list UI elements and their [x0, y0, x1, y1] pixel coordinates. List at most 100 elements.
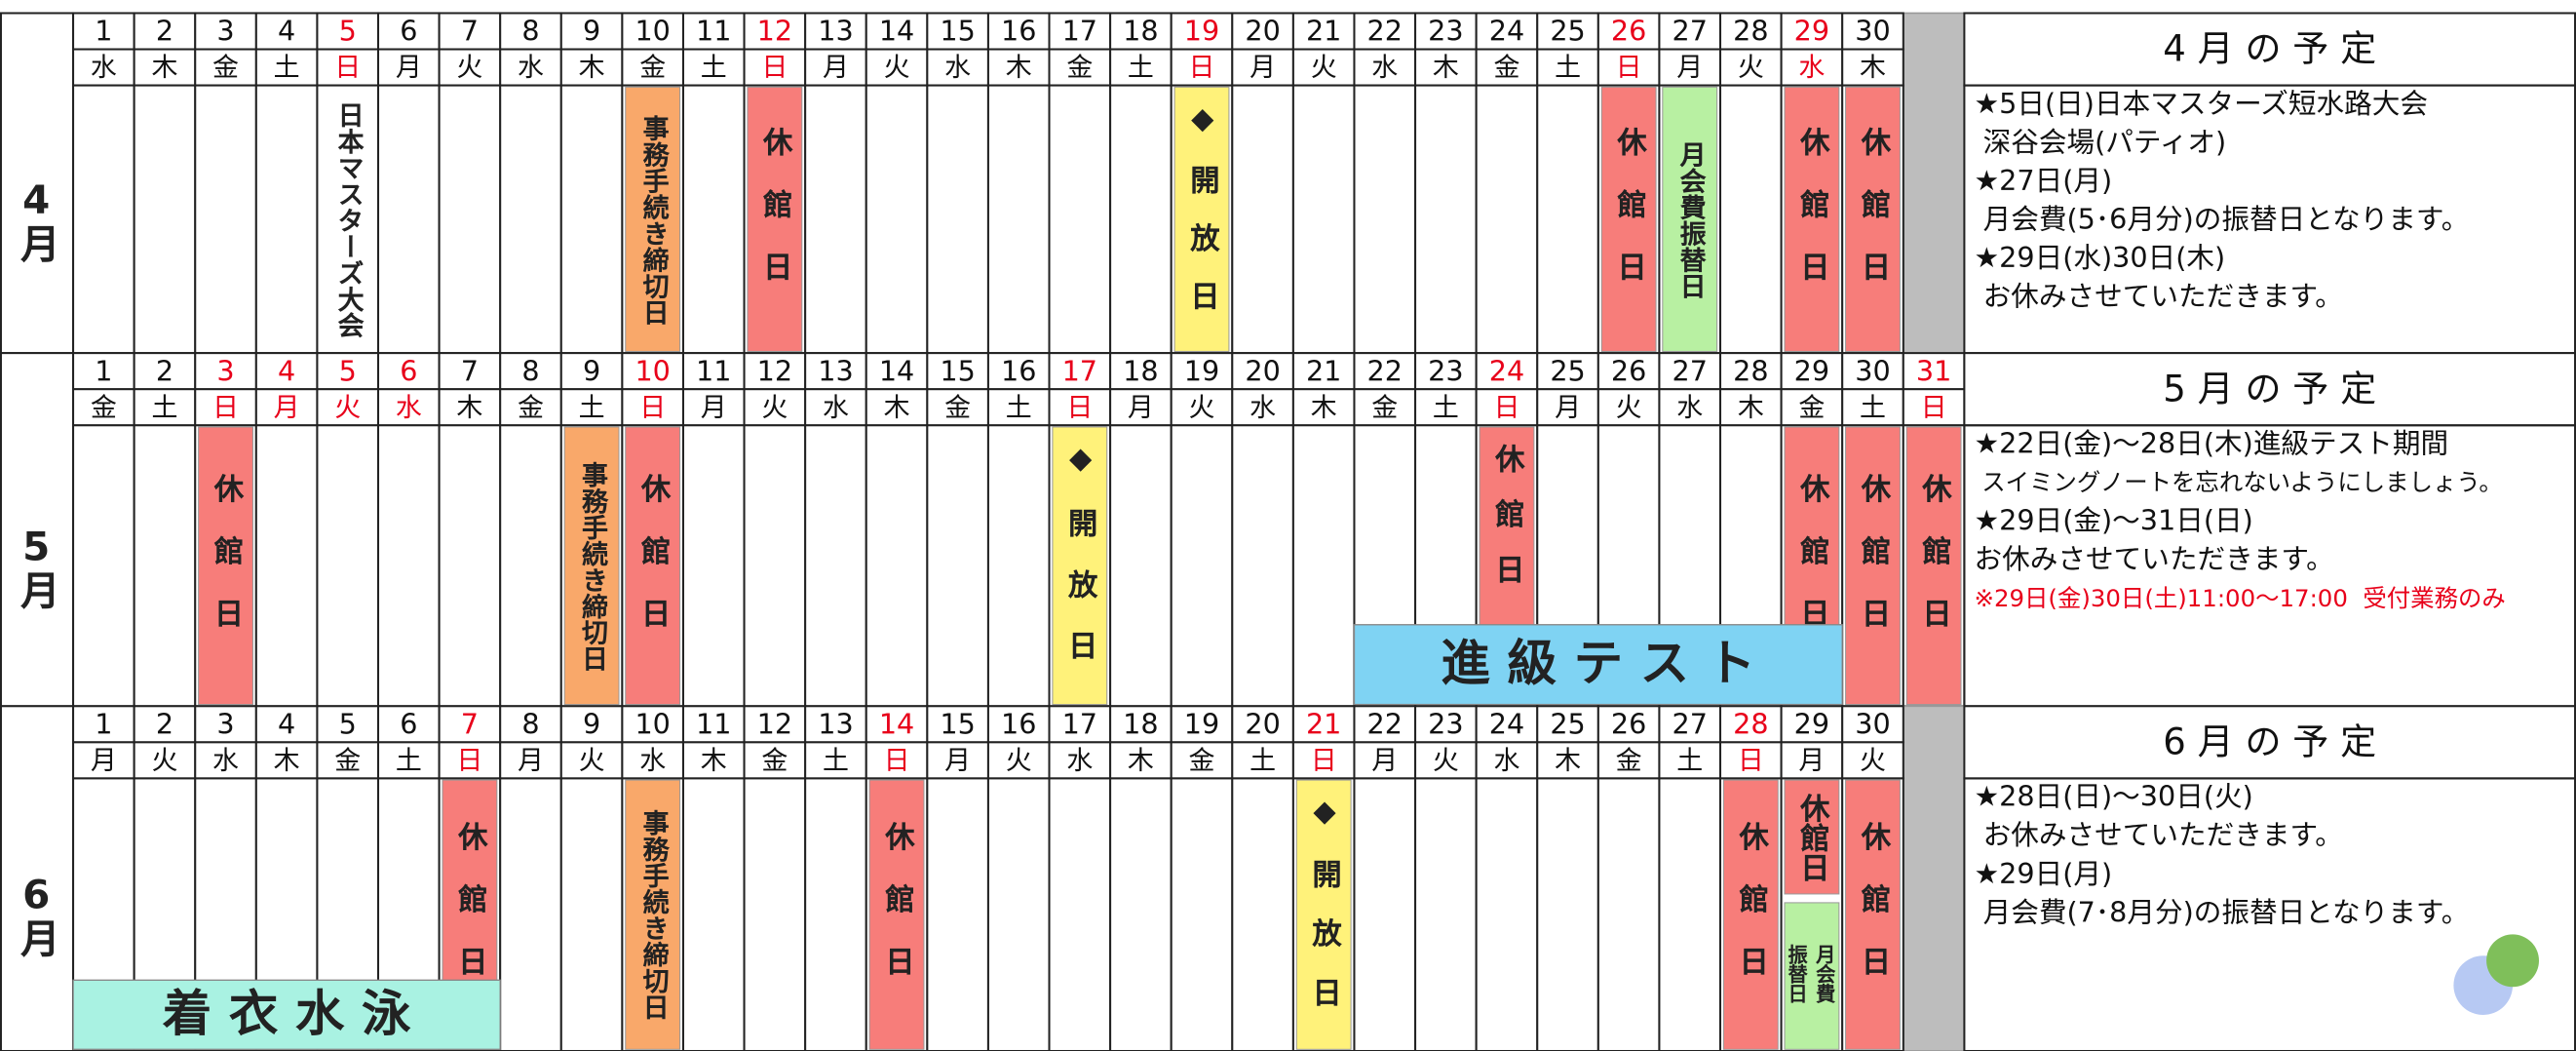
- day-body-cell: [377, 424, 441, 708]
- weekday: 木: [456, 393, 482, 423]
- month-label-cell: [0, 352, 75, 708]
- date-number: 9: [583, 15, 600, 48]
- date-cell: [1353, 12, 1417, 51]
- weekday: 水: [1066, 746, 1093, 776]
- date-number: 24: [1489, 354, 1524, 387]
- vertical-text-box: 4月: [14, 176, 59, 262]
- day-body-cell: [986, 777, 1051, 1051]
- weekday: 金: [1798, 393, 1825, 423]
- date-number: 4: [278, 354, 295, 387]
- date-number: 8: [521, 354, 539, 387]
- notice-line: お休みさせていただきます。: [1975, 280, 2343, 313]
- date-number: 26: [1611, 15, 1646, 48]
- date-number: 31: [1916, 354, 1951, 387]
- day-body-cell: [804, 424, 867, 708]
- date-number: 10: [634, 707, 670, 740]
- vertical-text: 日本マスターズ大会: [332, 100, 365, 338]
- date-cell: [194, 12, 257, 51]
- vertical-text: 6月: [13, 872, 59, 957]
- weekday-cell: [72, 741, 135, 780]
- weekday: 水: [1250, 393, 1276, 423]
- notice-line: スイミングノートを忘れないようにしましょう。: [1975, 468, 2503, 496]
- date-cell: [1109, 352, 1173, 391]
- vertical-text-box: ◆開放日: [1185, 101, 1219, 338]
- vertical-text-box: 休館日: [1795, 793, 1829, 881]
- day-body-cell: [681, 777, 746, 1051]
- weekday: 月: [1250, 53, 1276, 83]
- vertical-text-box: 休館日: [758, 126, 792, 313]
- date-number: 10: [634, 15, 670, 48]
- event-box: [1784, 902, 1840, 1050]
- weekday: 土: [396, 746, 422, 776]
- event-box: [198, 426, 253, 706]
- event-box: [1905, 426, 1962, 706]
- notice-line: お休みさせていただきます。: [1975, 542, 2334, 575]
- weekday-cell: [1291, 741, 1356, 780]
- weekday-cell: [559, 48, 624, 87]
- vertical-text: 休館日: [453, 821, 488, 1009]
- vertical-text-box: 休館日: [1734, 821, 1768, 1008]
- weekday: 日: [1616, 53, 1642, 83]
- vertical-text-box: 休館日: [1857, 472, 1891, 659]
- notice-line: ★29日(水)30日(木): [1975, 241, 2226, 274]
- vertical-text-box: 休館日: [453, 821, 488, 1009]
- weekday: 土: [274, 53, 300, 83]
- weekday: 月: [1555, 393, 1581, 423]
- date-number: 27: [1672, 354, 1708, 387]
- date-cell: [621, 705, 684, 744]
- date-number: 3: [216, 15, 234, 48]
- weekday: 日: [761, 53, 788, 83]
- date-number: 26: [1611, 354, 1646, 387]
- weekday: 水: [944, 53, 971, 83]
- weekday: 日: [212, 393, 239, 423]
- weekday-cell: [1414, 48, 1478, 87]
- weekday: 金: [212, 53, 239, 83]
- weekday-cell: [194, 388, 257, 427]
- event-box: [625, 426, 681, 706]
- day-body-cell: [743, 424, 807, 708]
- day-body-cell: [1536, 84, 1599, 355]
- notice-line: ★28日(日)～30日(火): [1975, 780, 2253, 813]
- date-number: 5: [339, 354, 357, 387]
- day-body-cell: [1414, 777, 1478, 1051]
- event-box: [1784, 779, 1840, 895]
- weekday: 火: [1311, 53, 1337, 83]
- banner-text: 進 級 テ ス ト: [1441, 635, 1755, 692]
- date-number: 19: [1184, 15, 1219, 48]
- weekday: 土: [1676, 746, 1703, 776]
- day-body-cell: [1109, 84, 1173, 355]
- day-body-cell: [1353, 777, 1417, 1051]
- day-body-cell: [1414, 84, 1478, 355]
- notice-title: 4 月 の 予 定: [2163, 28, 2376, 70]
- weekday: 火: [456, 53, 482, 83]
- date-cell: [377, 352, 441, 391]
- vertical-text: 休館日: [1856, 821, 1892, 1009]
- date-cell: [1170, 352, 1234, 391]
- weekday: 月: [1371, 746, 1398, 776]
- date-cell: [1353, 705, 1417, 744]
- date-cell: [743, 12, 807, 51]
- date-cell: [804, 352, 867, 391]
- day-body-cell: [72, 424, 135, 708]
- weekday-cell: [194, 48, 257, 87]
- weekday-cell: [1658, 388, 1722, 427]
- vertical-text-box: 事務手続き締切日: [638, 114, 670, 325]
- date-cell: [1658, 12, 1722, 51]
- notice-line: 月会費(5･6月分)の振替日となります。: [1975, 203, 2470, 236]
- notice-line: ※29日(金)30日(土)11:00～17:00 受付業務のみ: [1975, 584, 2506, 612]
- date-number: 15: [940, 707, 975, 740]
- date-number: 28: [1733, 15, 1768, 48]
- day-body-cell: [133, 84, 197, 355]
- date-number: 22: [1367, 15, 1403, 48]
- date-number: 1: [95, 15, 112, 48]
- vertical-text: 休館日: [1795, 125, 1830, 313]
- weekday: 水: [396, 393, 422, 423]
- unused-day-column: [1902, 12, 1966, 354]
- vertical-text: 5月: [13, 523, 59, 609]
- vertical-text-box: 日本マスターズ大会: [332, 100, 365, 338]
- date-number: 5: [339, 707, 357, 740]
- date-number: 6: [400, 707, 417, 740]
- date-number: 14: [879, 707, 914, 740]
- event-box: [747, 86, 803, 352]
- date-cell: [1536, 352, 1599, 391]
